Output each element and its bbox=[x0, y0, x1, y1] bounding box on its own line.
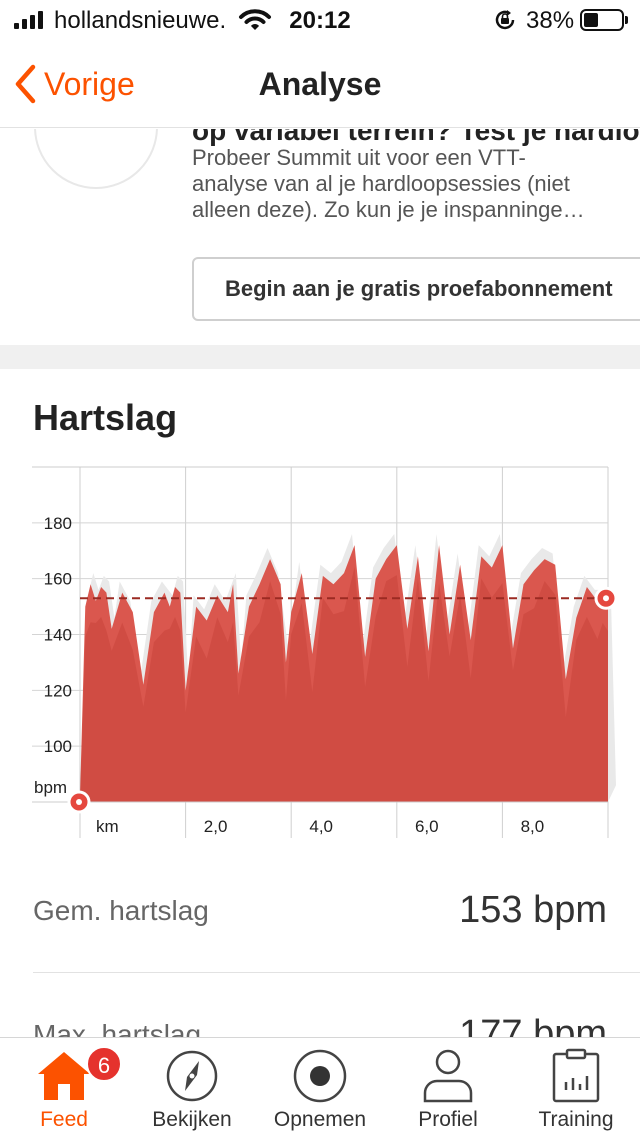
section-separator bbox=[0, 345, 640, 369]
tab-explore-label: Bekijken bbox=[152, 1108, 232, 1131]
battery-icon bbox=[580, 9, 628, 31]
max-heart-rate-row: Max. hartslag 177 bpm bbox=[33, 987, 640, 1037]
tab-feed-label: Feed bbox=[40, 1108, 88, 1131]
profile-icon bbox=[423, 1049, 473, 1103]
promo-description: Probeer Summit uit voor een VTT- analyse… bbox=[192, 145, 622, 223]
y-tick-label: 160 bbox=[44, 570, 72, 589]
tab-training-label: Training bbox=[538, 1108, 614, 1131]
avg-heart-rate-value: 153 bpm bbox=[459, 889, 607, 931]
heart-rate-chart[interactable]: bpm km 100 120 140 160 180 2,0 4,0 6,0 8,0 bbox=[0, 459, 640, 839]
x-tick-label: 6,0 bbox=[415, 817, 439, 836]
start-marker-dot bbox=[76, 799, 82, 805]
home-icon bbox=[38, 1052, 90, 1100]
y-tick-label: 140 bbox=[44, 626, 72, 645]
start-trial-button[interactable]: Begin aan je gratis proefabonnement bbox=[192, 257, 640, 321]
max-heart-rate-label: Max. hartslag bbox=[33, 1019, 202, 1037]
avg-heart-rate-label: Gem. hartslag bbox=[33, 895, 209, 926]
tab-profile-label: Profiel bbox=[418, 1108, 478, 1131]
carrier-name: hollandsnieuwe. bbox=[54, 7, 227, 34]
promo-line: Probeer Summit uit voor een VTT- bbox=[192, 145, 526, 170]
signal-strength-icon bbox=[14, 11, 43, 29]
analysis-content[interactable]: op variabel terrein? Test je hardlo Prob… bbox=[0, 129, 640, 1037]
x-tick-label: 2,0 bbox=[204, 817, 228, 836]
summit-promo: op variabel terrein? Test je hardlo Prob… bbox=[0, 129, 640, 345]
y-unit-label: bpm bbox=[34, 778, 67, 797]
x-tick-label: 8,0 bbox=[521, 817, 545, 836]
y-tick-label: 120 bbox=[44, 681, 72, 700]
heart-rate-title: Hartslag bbox=[33, 397, 178, 438]
tab-feed[interactable]: 6 Feed bbox=[0, 1038, 128, 1136]
back-button[interactable]: Vorige bbox=[14, 62, 135, 106]
tab-record[interactable]: Opnemen bbox=[256, 1038, 384, 1136]
stat-divider bbox=[33, 972, 640, 973]
chart-label-layer: bpm km 100 120 140 160 180 2,0 4,0 6,0 8,0 bbox=[34, 514, 544, 836]
chevron-left-icon bbox=[15, 64, 36, 104]
record-icon bbox=[293, 1049, 347, 1103]
y-tick-label: 100 bbox=[44, 737, 72, 756]
promo-heading: op variabel terrein? Test je hardlo bbox=[192, 129, 640, 146]
tab-profile[interactable]: Profiel bbox=[384, 1038, 512, 1136]
y-tick-label: 180 bbox=[44, 514, 72, 533]
x-unit-label: km bbox=[96, 817, 119, 836]
chart-series-band bbox=[80, 567, 608, 802]
summit-logo bbox=[34, 129, 158, 189]
avg-heart-rate-row: Gem. hartslag 153 bpm bbox=[33, 863, 640, 959]
back-button-label: Vorige bbox=[44, 65, 135, 102]
page-title: Analyse bbox=[258, 66, 382, 102]
navigation-bar: Vorige Analyse bbox=[0, 40, 640, 128]
max-heart-rate-value: 177 bpm bbox=[459, 1013, 607, 1037]
promo-line: analyse van al je hardloopsessies (niet bbox=[192, 171, 570, 196]
notification-badge: 6 bbox=[86, 1046, 122, 1082]
promo-line: alleen deze). Zo kun je je inspanninge… bbox=[192, 197, 585, 222]
battery-percentage: 38% bbox=[526, 7, 575, 34]
chart-area-layer bbox=[80, 534, 616, 802]
compass-icon bbox=[166, 1050, 218, 1102]
tab-bar: 6 Feed Bekijken Opnemen Profiel bbox=[0, 1037, 640, 1136]
end-marker-dot bbox=[603, 595, 609, 602]
rotation-lock-icon bbox=[495, 10, 515, 30]
tab-training[interactable]: Training bbox=[512, 1038, 640, 1136]
x-tick-label: 4,0 bbox=[309, 817, 333, 836]
chart-marker-layer bbox=[67, 586, 618, 814]
training-log-icon bbox=[552, 1048, 600, 1103]
status-time: 20:12 bbox=[289, 7, 351, 34]
wifi-icon bbox=[239, 9, 271, 30]
tab-record-label: Opnemen bbox=[273, 1108, 367, 1131]
tab-explore[interactable]: Bekijken bbox=[128, 1038, 256, 1136]
status-bar: hollandsnieuwe. 20:12 38% bbox=[0, 0, 640, 40]
